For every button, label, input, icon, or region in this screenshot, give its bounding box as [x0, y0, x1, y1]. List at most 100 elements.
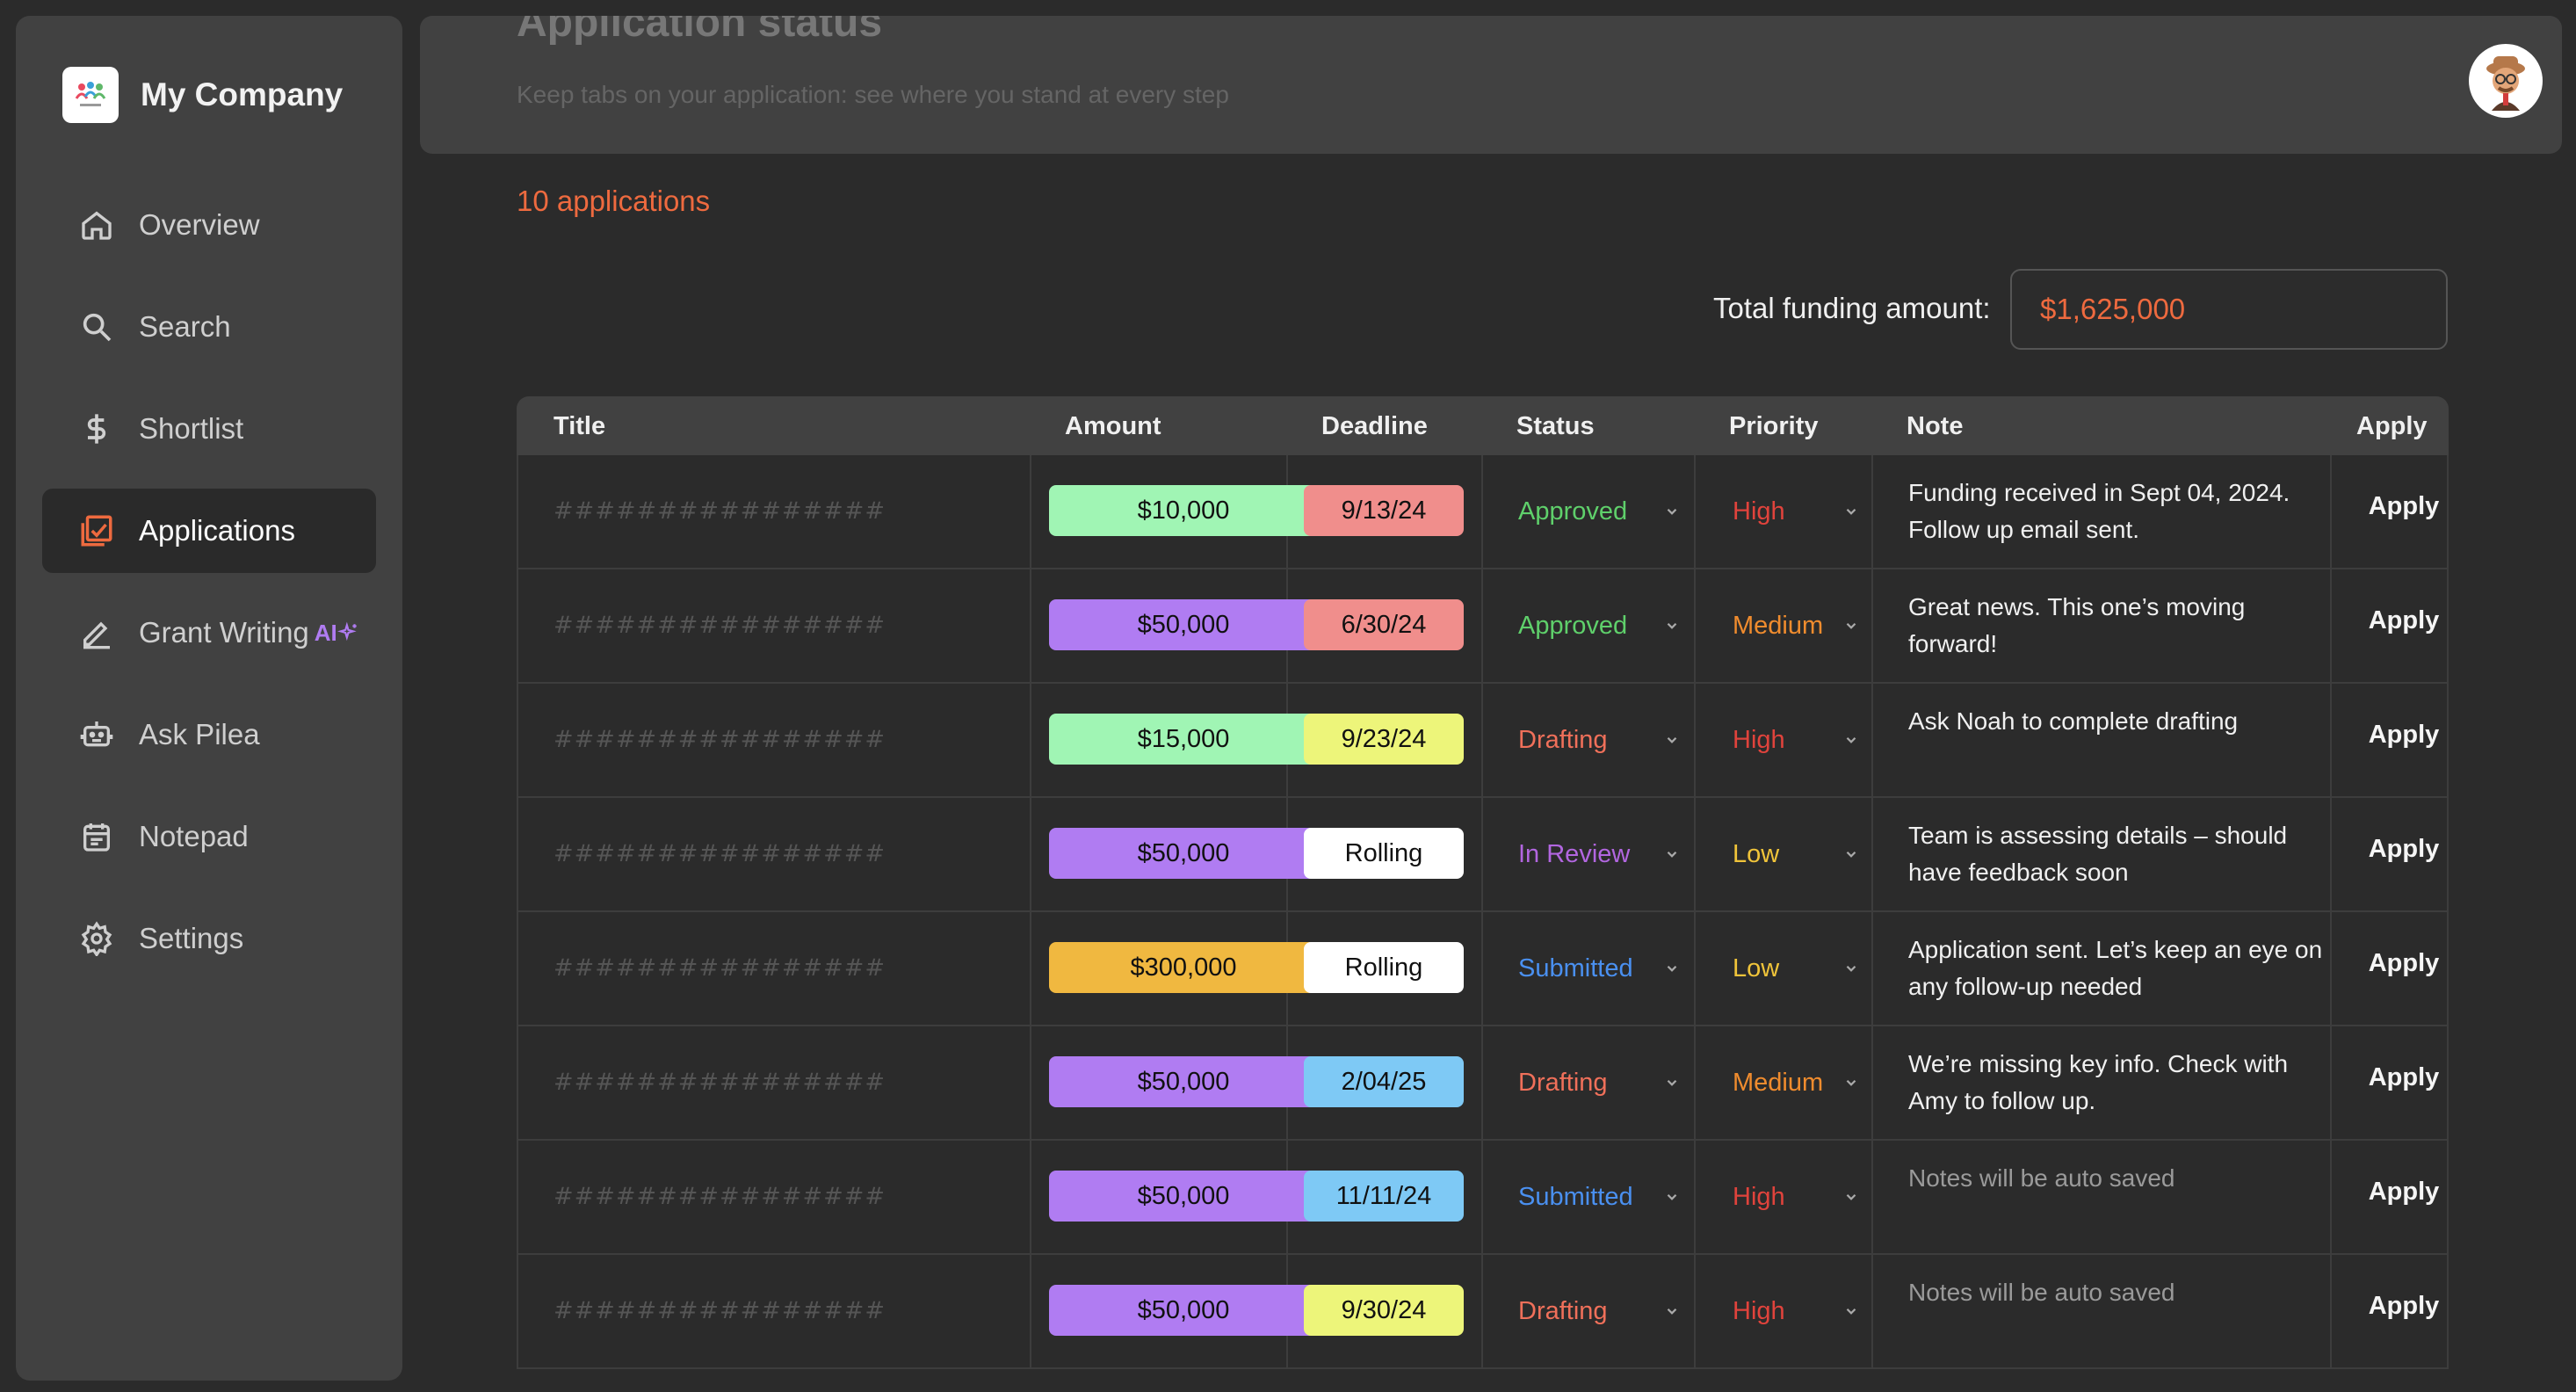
sidebar-item-shortlist[interactable]: Shortlist [42, 387, 376, 471]
apply-link[interactable]: Apply [2368, 1178, 2440, 1206]
column-divider [1694, 1026, 1696, 1139]
column-divider [1481, 684, 1483, 796]
sidebar-item-overview[interactable]: Overview [42, 183, 376, 267]
status-dropdown[interactable]: Approved [1518, 490, 1680, 533]
sidebar-item-ask-pilea[interactable]: Ask Pilea [42, 692, 376, 777]
column-divider [1030, 455, 1031, 568]
column-divider [1481, 798, 1483, 910]
sidebar-item-notepad[interactable]: Notepad [42, 794, 376, 879]
priority-dropdown[interactable]: Medium [1733, 605, 1859, 647]
table-row: ################ $300,000 Rolling Submit… [517, 912, 2449, 1026]
total-funding-label: Total funding amount: [1713, 292, 1991, 324]
column-header-priority[interactable]: Priority [1729, 412, 1819, 440]
column-divider [1030, 1026, 1031, 1139]
status-value: Submitted [1518, 1182, 1633, 1211]
column-header-status[interactable]: Status [1516, 412, 1595, 440]
status-dropdown[interactable]: Drafting [1518, 1290, 1680, 1332]
priority-dropdown[interactable]: High [1733, 490, 1859, 533]
status-dropdown[interactable]: In Review [1518, 833, 1680, 875]
chevron-down-icon [1846, 1308, 1856, 1315]
apply-link[interactable]: Apply [2368, 721, 2440, 749]
row-title[interactable]: ################ [554, 497, 886, 525]
note-field[interactable]: Application sent. Let’s keep an eye on a… [1908, 936, 2323, 1000]
row-title[interactable]: ################ [554, 1183, 886, 1210]
note-field[interactable]: Notes will be auto saved [1908, 1164, 2175, 1192]
sparkle-icon [336, 621, 357, 642]
note-field[interactable]: Ask Noah to complete drafting [1908, 707, 2239, 735]
note-field[interactable]: Great news. This one’s moving forward! [1908, 593, 2246, 657]
column-header-amount[interactable]: Amount [1065, 412, 1161, 440]
sidebar-item-settings[interactable]: Settings [42, 896, 376, 981]
chevron-down-icon [1846, 1079, 1856, 1086]
column-divider [1694, 684, 1696, 796]
apply-link[interactable]: Apply [2368, 949, 2440, 977]
calendar-icon [77, 817, 116, 856]
chevron-down-icon [1846, 508, 1856, 515]
status-dropdown[interactable]: Submitted [1518, 947, 1680, 990]
priority-dropdown[interactable]: Low [1733, 947, 1859, 990]
deadline-badge: 9/23/24 [1304, 714, 1464, 765]
apply-link[interactable]: Apply [2368, 606, 2440, 634]
avatar[interactable] [2469, 44, 2543, 118]
apply-link[interactable]: Apply [2368, 835, 2440, 863]
row-title[interactable]: ################ [554, 726, 886, 753]
brand[interactable]: My Company [62, 67, 343, 123]
note-field[interactable]: Funding received in Sept 04, 2024. Follo… [1908, 479, 2290, 543]
column-header-deadline[interactable]: Deadline [1321, 412, 1428, 440]
page-title: Application status [517, 16, 883, 46]
column-divider [1030, 569, 1031, 682]
priority-value: Low [1733, 839, 1780, 868]
status-dropdown[interactable]: Drafting [1518, 1062, 1680, 1104]
row-title[interactable]: ################ [554, 612, 886, 639]
apply-link[interactable]: Apply [2368, 492, 2440, 520]
note-field[interactable]: Notes will be auto saved [1908, 1279, 2175, 1306]
row-title[interactable]: ################ [554, 1297, 886, 1324]
row-title[interactable]: ################ [554, 1069, 886, 1096]
column-divider [1694, 1141, 1696, 1253]
column-header-note[interactable]: Note [1907, 412, 1964, 440]
priority-value: Medium [1733, 611, 1824, 640]
sidebar-item-label: Shortlist [139, 412, 244, 445]
sidebar-item-search[interactable]: Search [42, 285, 376, 369]
apply-link[interactable]: Apply [2368, 1063, 2440, 1091]
deadline-badge: 2/04/25 [1304, 1056, 1464, 1107]
table-row: ################ $50,000 Rolling In Revi… [517, 798, 2449, 912]
deadline-badge: 9/13/24 [1304, 485, 1464, 536]
priority-dropdown[interactable]: Low [1733, 833, 1859, 875]
column-header-apply[interactable]: Apply [2356, 412, 2428, 440]
status-dropdown[interactable]: Approved [1518, 605, 1680, 647]
column-divider [2330, 912, 2332, 1025]
note-field[interactable]: Team is assessing details – should have … [1908, 822, 2288, 886]
sidebar-item-grant-writing[interactable]: Grant Writing AI [42, 591, 376, 675]
column-header-title[interactable]: Title [554, 412, 606, 440]
table-row: ################ $50,000 6/30/24 Approve… [517, 569, 2449, 684]
column-divider [1871, 798, 1873, 910]
column-divider [1030, 912, 1031, 1025]
status-dropdown[interactable]: Submitted [1518, 1176, 1680, 1218]
column-divider [1030, 798, 1031, 910]
priority-dropdown[interactable]: Medium [1733, 1062, 1859, 1104]
pen-icon [77, 613, 116, 652]
sidebar-item-label: Search [139, 310, 231, 343]
apply-link[interactable]: Apply [2368, 1292, 2440, 1320]
sidebar-item-applications[interactable]: Applications [42, 489, 376, 573]
row-title[interactable]: ################ [554, 954, 886, 982]
amount-badge: $300,000 [1049, 942, 1318, 993]
priority-dropdown[interactable]: High [1733, 1176, 1859, 1218]
priority-value: High [1733, 725, 1785, 754]
status-value: In Review [1518, 839, 1631, 868]
priority-dropdown[interactable]: High [1733, 1290, 1859, 1332]
column-divider [1871, 684, 1873, 796]
table-row: ################ $50,000 11/11/24 Submit… [517, 1141, 2449, 1255]
column-divider [1871, 455, 1873, 568]
table-header: Title Amount Deadline Status Priority No… [517, 396, 2449, 455]
deadline-badge: Rolling [1304, 942, 1464, 993]
note-field[interactable]: We’re missing key info. Check with Amy t… [1908, 1050, 2289, 1114]
sidebar-item-label: Overview [139, 208, 260, 241]
deadline-badge: 6/30/24 [1304, 599, 1464, 650]
avatar-image [2486, 56, 2525, 111]
status-dropdown[interactable]: Drafting [1518, 719, 1680, 761]
row-title[interactable]: ################ [554, 840, 886, 867]
deadline-badge: 9/30/24 [1304, 1285, 1464, 1336]
priority-dropdown[interactable]: High [1733, 719, 1859, 761]
